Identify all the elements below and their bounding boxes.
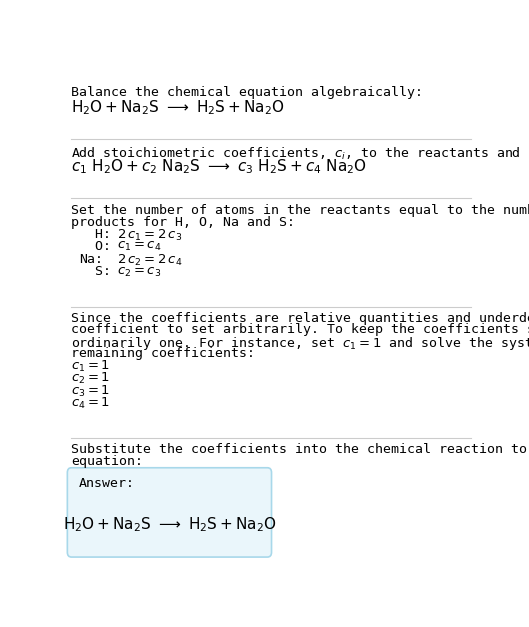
Text: Set the number of atoms in the reactants equal to the number of atoms in the: Set the number of atoms in the reactants… — [71, 204, 529, 217]
Text: $2\,c_2 = 2\,c_4$: $2\,c_2 = 2\,c_4$ — [117, 253, 183, 268]
Text: equation:: equation: — [71, 455, 143, 468]
Text: O:: O: — [79, 240, 111, 253]
Text: $c_1 = 1$: $c_1 = 1$ — [71, 359, 111, 374]
Text: Na:: Na: — [79, 253, 103, 266]
Text: Add stoichiometric coefficients, $c_i$, to the reactants and products:: Add stoichiometric coefficients, $c_i$, … — [71, 145, 529, 162]
Text: Balance the chemical equation algebraically:: Balance the chemical equation algebraica… — [71, 86, 423, 99]
Text: remaining coefficients:: remaining coefficients: — [71, 347, 256, 359]
Text: $\mathrm{H_2O + Na_2S \ \longrightarrow \ H_2S + Na_2O}$: $\mathrm{H_2O + Na_2S \ \longrightarrow … — [71, 98, 285, 117]
Text: $\mathrm{H_2O + Na_2S \ \longrightarrow \ H_2S + Na_2O}$: $\mathrm{H_2O + Na_2S \ \longrightarrow … — [62, 515, 276, 534]
Text: $c_4 = 1$: $c_4 = 1$ — [71, 396, 111, 411]
Text: $2\,c_1 = 2\,c_3$: $2\,c_1 = 2\,c_3$ — [117, 228, 183, 243]
Text: Answer:: Answer: — [79, 477, 135, 490]
Text: $c_3 = 1$: $c_3 = 1$ — [71, 384, 111, 399]
Text: $c_1\ \mathrm{H_2O} + c_2\ \mathrm{Na_2S}\ \longrightarrow\ c_3\ \mathrm{H_2S} +: $c_1\ \mathrm{H_2O} + c_2\ \mathrm{Na_2S… — [71, 157, 368, 176]
Text: coefficient to set arbitrarily. To keep the coefficients small, the arbitrary va: coefficient to set arbitrarily. To keep … — [71, 324, 529, 337]
Text: $c_1 = c_4$: $c_1 = c_4$ — [117, 240, 162, 253]
Text: products for H, O, Na and S:: products for H, O, Na and S: — [71, 216, 296, 229]
Text: S:: S: — [79, 265, 111, 278]
FancyBboxPatch shape — [67, 468, 271, 557]
Text: Substitute the coefficients into the chemical reaction to obtain the balanced: Substitute the coefficients into the che… — [71, 443, 529, 456]
Text: Since the coefficients are relative quantities and underdetermined, choose a: Since the coefficients are relative quan… — [71, 312, 529, 325]
Text: ordinarily one. For instance, set $c_1 = 1$ and solve the system of equations fo: ordinarily one. For instance, set $c_1 =… — [71, 335, 529, 352]
Text: $c_2 = 1$: $c_2 = 1$ — [71, 371, 111, 386]
Text: H:: H: — [79, 228, 111, 241]
Text: $c_2 = c_3$: $c_2 = c_3$ — [117, 265, 161, 278]
